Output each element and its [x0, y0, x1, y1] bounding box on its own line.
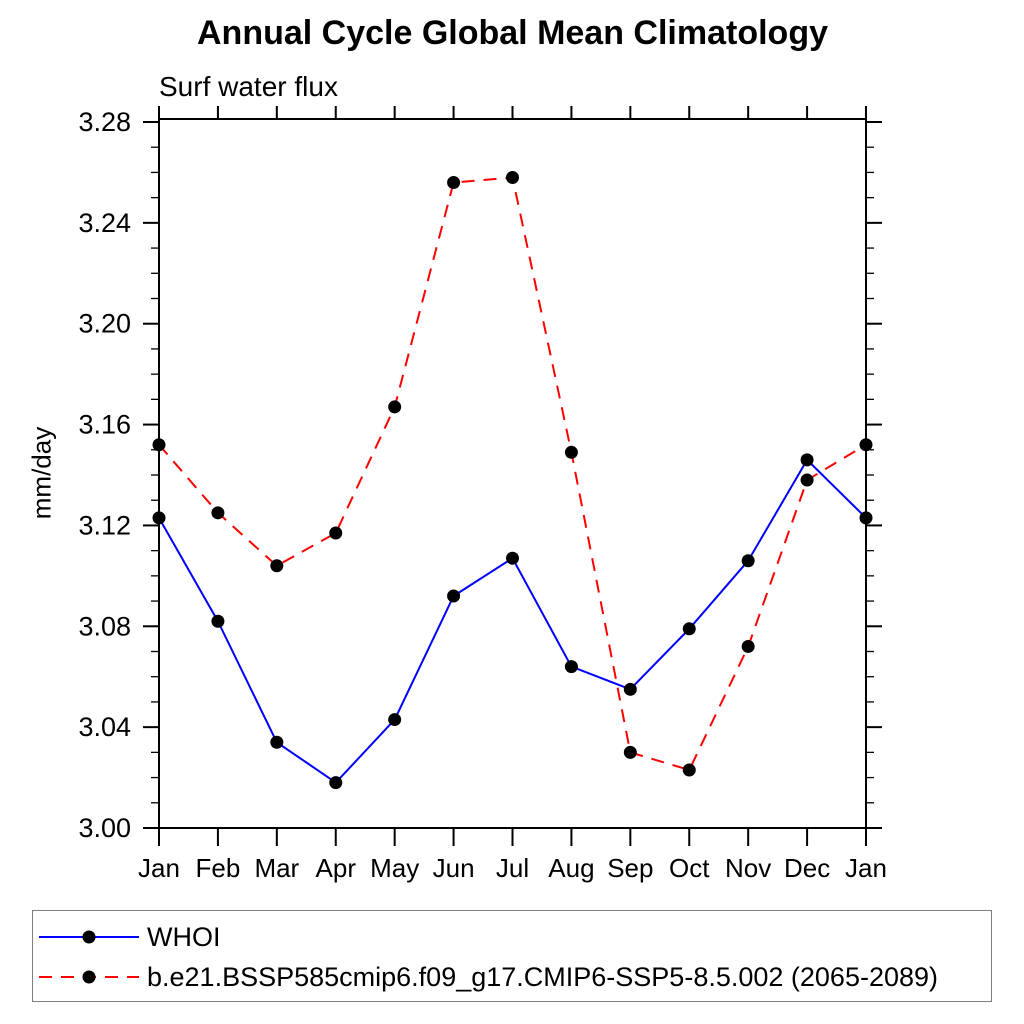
whoi-data-point-marker	[506, 551, 519, 565]
whoi-marker-icon	[82, 930, 96, 944]
x-tick-label: Feb	[196, 853, 241, 883]
ssp585-data-point-marker	[329, 526, 343, 540]
x-tick-label: Mar	[254, 853, 299, 883]
y-tick-label: 3.20	[78, 309, 131, 339]
chart-title: Annual Cycle Global Mean Climatology	[197, 14, 828, 52]
ssp585-line-sample-icon	[39, 970, 139, 984]
x-tick-label: Sep	[607, 853, 653, 883]
whoi-data-point-marker	[859, 511, 873, 525]
y-tick-label: 3.28	[78, 107, 131, 137]
ssp585-data-point-marker	[800, 473, 814, 487]
x-tick-label: Jan	[138, 853, 180, 883]
x-tick-label: Dec	[784, 853, 830, 883]
legend-item-ssp585: b.e21.BSSP585cmip6.f09_g17.CMIP6-SSP5-8.…	[39, 957, 938, 997]
x-tick-label: Jun	[433, 853, 475, 883]
whoi-data-point-marker	[741, 554, 755, 568]
x-tick-label: Oct	[669, 853, 710, 883]
y-tick-label: 3.16	[78, 410, 131, 440]
whoi-data-point-marker	[152, 511, 166, 525]
ssp585-data-point-marker	[447, 176, 461, 190]
whoi-data-point-marker	[211, 614, 225, 628]
ssp585-data-point-marker	[682, 763, 696, 777]
x-tick-label: Jul	[496, 853, 529, 883]
whoi-data-point-marker	[329, 776, 343, 790]
ssp585-data-point-marker	[388, 400, 402, 414]
whoi-data-point-marker	[388, 713, 402, 727]
whoi-data-point-marker	[564, 660, 578, 674]
ssp585-marker-icon	[82, 970, 96, 984]
legend-label-ssp585: b.e21.BSSP585cmip6.f09_g17.CMIP6-SSP5-8.…	[147, 961, 939, 992]
x-tick-label: May	[370, 853, 419, 883]
ssp585-series-line	[158, 176, 867, 772]
ssp585-data-point-marker	[506, 170, 519, 184]
whoi-data-point-marker	[270, 735, 284, 749]
x-tick-label: Nov	[725, 853, 771, 883]
y-tick-label: 3.00	[78, 813, 131, 843]
whoi-data-point-marker	[623, 682, 637, 696]
y-tick-label: 3.24	[78, 208, 131, 238]
legend-label-whoi: WHOI	[147, 921, 221, 952]
y-tick-label: 3.12	[78, 510, 131, 540]
ssp585-data-point-marker	[859, 438, 873, 452]
ssp585-data-point-marker	[270, 559, 284, 573]
ssp585-data-point-marker	[211, 506, 225, 520]
legend-item-whoi: WHOI	[39, 917, 221, 957]
ssp585-data-point-marker	[152, 438, 166, 452]
y-tick-label: 3.08	[78, 611, 131, 641]
y-tick-label: 3.04	[78, 712, 131, 742]
ssp585-data-point-marker	[623, 745, 637, 759]
x-tick-label: Jan	[845, 853, 887, 883]
x-tick-label: Apr	[316, 853, 357, 883]
whoi-line-sample-icon	[39, 930, 139, 944]
x-tick-label: Aug	[548, 853, 594, 883]
chart-subtitle: Surf water flux	[159, 71, 338, 102]
plot-frame	[158, 118, 867, 829]
legend-box: WHOI b.e21.BSSP585cmip6.f09_g17.CMIP6-SS…	[32, 910, 992, 1002]
whoi-data-point-marker	[800, 453, 814, 467]
whoi-series-line	[158, 458, 867, 784]
whoi-data-point-marker	[447, 589, 461, 603]
whoi-data-point-marker	[682, 622, 696, 636]
ssp585-data-point-marker	[741, 639, 755, 653]
ssp585-data-point-marker	[564, 445, 578, 459]
